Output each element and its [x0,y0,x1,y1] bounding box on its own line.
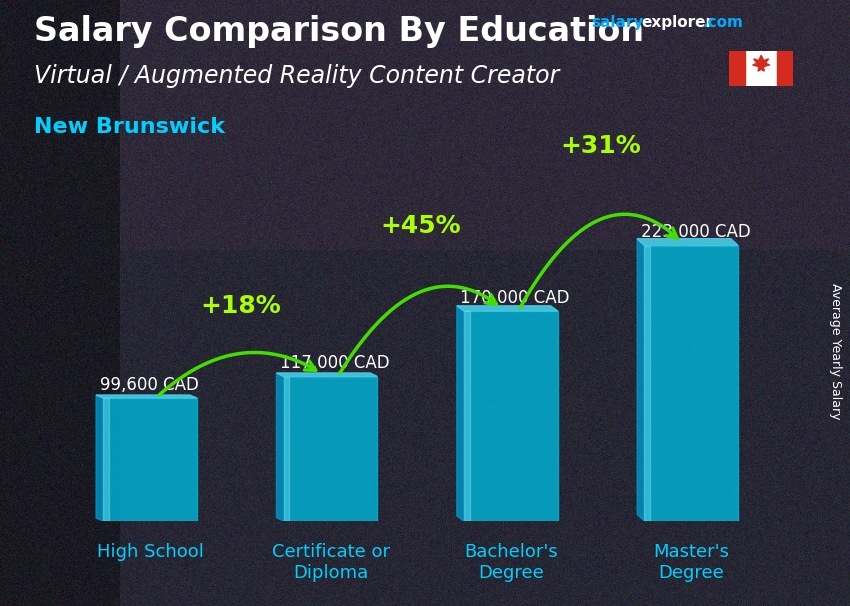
Bar [644,245,650,521]
Polygon shape [276,373,284,521]
Text: Average Yearly Salary: Average Yearly Salary [829,283,842,420]
Bar [729,51,745,86]
Text: Virtual / Augmented Reality Content Creator: Virtual / Augmented Reality Content Crea… [34,64,559,88]
Bar [284,376,377,521]
Polygon shape [456,306,558,311]
Text: Master's
Degree: Master's Degree [654,543,729,582]
Polygon shape [456,306,464,521]
Text: Salary Comparison By Education: Salary Comparison By Education [34,15,644,48]
Text: Bachelor's
Degree: Bachelor's Degree [464,543,558,582]
Text: High School: High School [97,543,204,561]
Text: explorer: explorer [642,15,714,30]
Text: +45%: +45% [381,214,461,238]
Bar [104,398,109,521]
Text: 117,000 CAD: 117,000 CAD [280,355,389,373]
Text: salary: salary [591,15,643,30]
Text: +31%: +31% [561,134,642,158]
Polygon shape [638,239,644,521]
Bar [464,311,558,521]
Polygon shape [96,395,197,398]
Polygon shape [276,373,377,376]
Text: 170,000 CAD: 170,000 CAD [461,289,570,307]
Bar [464,311,470,521]
Polygon shape [752,55,769,71]
Polygon shape [96,395,104,521]
Text: +18%: +18% [200,294,280,318]
Text: 223,000 CAD: 223,000 CAD [641,224,751,241]
Text: .com: .com [702,15,743,30]
Bar [104,398,197,521]
Polygon shape [638,239,738,245]
Text: 99,600 CAD: 99,600 CAD [99,376,199,394]
Text: New Brunswick: New Brunswick [34,117,225,137]
Bar [284,376,289,521]
Text: Certificate or
Diploma: Certificate or Diploma [271,543,389,582]
Bar [644,245,738,521]
Bar [777,51,793,86]
